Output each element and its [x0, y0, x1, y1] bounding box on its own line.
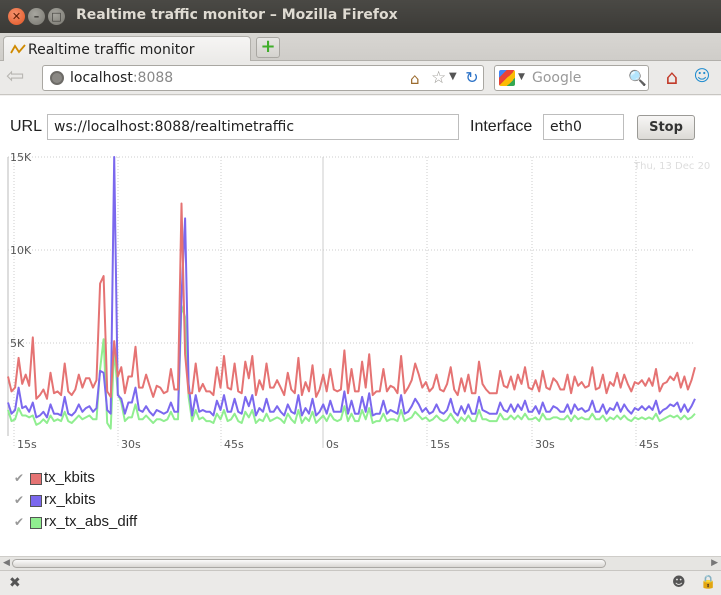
- window-maximize-icon[interactable]: □: [48, 8, 65, 25]
- legend-swatch: [30, 495, 42, 507]
- interface-input[interactable]: [543, 114, 624, 140]
- window-minimize-icon[interactable]: –: [28, 8, 45, 25]
- horizontal-scrollbar[interactable]: ◀ ▶: [0, 556, 721, 570]
- globe-icon: [50, 71, 64, 85]
- x-tick-label: 30s: [121, 438, 141, 451]
- bookmark-star-icon[interactable]: ☆: [431, 68, 447, 88]
- check-icon[interactable]: ✔: [14, 471, 25, 485]
- interface-label: Interface: [470, 118, 533, 135]
- address-text[interactable]: localhost:8088: [70, 70, 174, 86]
- chart-labels: 15K 10K 5K 15s 30s 45s 0s 15s 30s 45s Thu, 13 Dec …: [10, 152, 710, 451]
- chart-series: [7, 156, 696, 430]
- new-tab-button[interactable]: +: [256, 37, 280, 58]
- page-content: URL Interface Stop 15K10K5K15s30s45s0s15…: [0, 96, 721, 556]
- navigation-toolbar: ⇦ localhost:8088 ⌂ ☆ ▼ ↻ ▼ Google 🔍 ⌂ ☺: [0, 61, 721, 95]
- window-titlebar: ✕ – □ Realtime traffic monitor – Mozilla…: [0, 0, 721, 33]
- x-tick-label: 30s: [535, 438, 555, 451]
- series-line-rx-kbits: [7, 156, 696, 419]
- search-bar[interactable]: ▼ Google 🔍: [494, 65, 649, 91]
- tab-label: Realtime traffic monitor: [28, 42, 195, 58]
- line-chart-icon: [10, 44, 26, 54]
- check-icon[interactable]: ✔: [14, 493, 25, 507]
- tab-strip: Realtime traffic monitor +: [0, 33, 721, 62]
- stop-button[interactable]: Stop: [637, 115, 695, 140]
- chart-grid: [7, 156, 695, 448]
- y-tick-label: 15K: [10, 152, 32, 164]
- reload-icon[interactable]: ↻: [465, 68, 479, 87]
- google-engine-icon[interactable]: [499, 70, 515, 86]
- window-close-icon[interactable]: ✕: [8, 8, 25, 25]
- addon-icon[interactable]: ☺: [693, 66, 711, 85]
- traffic-chart: 15K 10K 5K 15s 30s 45s 0s 15s 30s 45s Thu, 13 Dec …: [7, 152, 710, 451]
- chart-timestamp: Thu, 13 Dec 20: [633, 161, 710, 172]
- legend-swatch: [30, 517, 42, 529]
- legend-label: rx_tx_abs_diff: [44, 513, 138, 530]
- y-tick-label: 10K: [10, 244, 32, 257]
- series-line-rx-tx-abs-diff: [7, 304, 696, 430]
- lock-icon[interactable]: 🔒: [700, 575, 717, 590]
- series-line-tx-kbits: [7, 202, 696, 400]
- address-bar[interactable]: localhost:8088 ⌂ ☆ ▼ ↻: [42, 65, 484, 91]
- legend-swatch: [30, 473, 42, 485]
- close-addon-bar-icon[interactable]: ✖: [9, 575, 21, 591]
- x-tick-label: 0s: [326, 438, 339, 451]
- check-icon[interactable]: ✔: [14, 515, 25, 529]
- legend-label: tx_kbits: [44, 469, 95, 486]
- status-bar: ✖ ☻ 🔒: [0, 570, 721, 595]
- x-tick-label: 15s: [430, 438, 450, 451]
- x-tick-label: 15s: [17, 438, 37, 451]
- y-tick-label: 5K: [10, 337, 25, 350]
- websocket-url-input[interactable]: [47, 114, 459, 140]
- history-dropdown-icon[interactable]: ▼: [449, 71, 457, 82]
- tab-realtime-traffic[interactable]: Realtime traffic monitor: [3, 36, 251, 62]
- scroll-left-icon[interactable]: ◀: [3, 558, 10, 568]
- search-placeholder[interactable]: Google: [532, 70, 582, 86]
- home-button-icon[interactable]: ⌂: [665, 65, 679, 89]
- addon-status-icon[interactable]: ☻: [672, 575, 686, 590]
- url-label: URL: [10, 118, 43, 135]
- search-magnifier-icon[interactable]: 🔍: [628, 69, 647, 87]
- engine-dropdown-icon[interactable]: ▼: [518, 72, 525, 82]
- home-page-icon[interactable]: ⌂: [410, 70, 420, 88]
- scroll-right-icon[interactable]: ▶: [711, 558, 718, 568]
- window-title: Realtime traffic monitor – Mozilla Firef…: [76, 7, 398, 23]
- scrollbar-thumb[interactable]: [12, 559, 606, 568]
- x-tick-label: 45s: [639, 438, 659, 451]
- back-arrow-icon[interactable]: ⇦: [6, 64, 25, 89]
- legend-label: rx_kbits: [44, 491, 96, 508]
- x-tick-label: 45s: [224, 438, 244, 451]
